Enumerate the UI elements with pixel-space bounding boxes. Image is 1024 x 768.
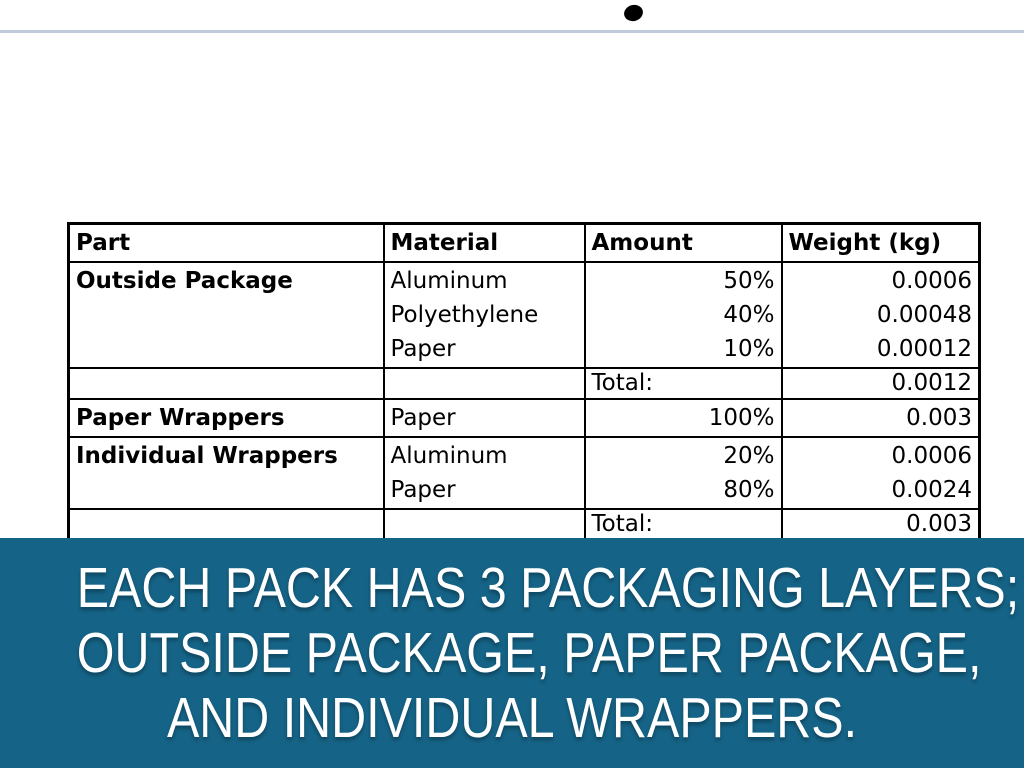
top-divider <box>0 30 1024 33</box>
part-cell: Outside Package <box>67 261 385 369</box>
weight-line: 0.00048 <box>876 302 972 328</box>
table-row-paper-wrappers: Paper Wrappers Paper 100% 0.003 <box>67 398 981 438</box>
weight-line: 0.00012 <box>876 336 972 362</box>
weight-cell: 0.0006 0.0024 <box>780 436 981 510</box>
weight-line: 0.0006 <box>891 443 972 469</box>
material-line: Paper <box>390 477 456 503</box>
amount-cell: 50% 40% 10% <box>583 261 783 369</box>
part-cell: Paper Wrappers <box>67 398 385 438</box>
packaging-table: Part Material Amount Weight (kg) Outside… <box>67 222 981 542</box>
weight-cell: 0.003 <box>780 398 981 438</box>
total-value-cell: 0.003 <box>780 508 981 542</box>
amount-cell: 20% 80% <box>583 436 783 510</box>
total-value-cell: 0.0012 <box>780 367 981 400</box>
material-cell: Paper <box>382 398 586 438</box>
part-cell: Individual Wrappers <box>67 436 385 510</box>
weight-line: 0.0024 <box>891 477 972 503</box>
weight-cell: 0.0006 0.00048 0.00012 <box>780 261 981 369</box>
column-header-part: Part <box>67 222 385 263</box>
caption-line-1: EACH PACK HAS 3 PACKAGING LAYERS; <box>76 556 1020 620</box>
table-row-individual-wrappers: Individual Wrappers Aluminum Paper 20% 8… <box>67 436 981 510</box>
amount-line: 20% <box>723 443 775 469</box>
table-row-outside-package: Outside Package Aluminum Polyethylene Pa… <box>67 261 981 369</box>
column-header-material: Material <box>382 222 586 263</box>
material-line: Polyethylene <box>390 302 539 328</box>
empty-cell <box>382 367 586 400</box>
table-row-total-outside-package: Total: 0.0012 <box>67 367 981 400</box>
amount-line: 50% <box>723 268 775 294</box>
amount-line: 10% <box>723 336 775 362</box>
total-label-cell: Total: <box>583 508 783 542</box>
material-cell: Aluminum Polyethylene Paper <box>382 261 586 369</box>
amount-line: 40% <box>723 302 775 328</box>
material-line: Paper <box>390 336 456 362</box>
material-line: Aluminum <box>390 268 508 294</box>
empty-cell <box>67 367 385 400</box>
amount-cell: 100% <box>583 398 783 438</box>
material-cell: Aluminum Paper <box>382 436 586 510</box>
slide-nav-dot[interactable] <box>622 2 645 24</box>
amount-line: 80% <box>723 477 775 503</box>
empty-cell <box>67 508 385 542</box>
weight-line: 0.0006 <box>891 268 972 294</box>
caption-banner: EACH PACK HAS 3 PACKAGING LAYERS; OUTSID… <box>0 538 1024 768</box>
table-header-row: Part Material Amount Weight (kg) <box>67 222 981 263</box>
empty-cell <box>382 508 586 542</box>
column-header-weight: Weight (kg) <box>780 222 981 263</box>
material-line: Aluminum <box>390 443 508 469</box>
table-row-total-individual-wrappers: Total: 0.003 <box>67 508 981 542</box>
caption-line-3: AND INDIVIDUAL WRAPPERS. <box>166 686 858 750</box>
column-header-amount: Amount <box>583 222 783 263</box>
total-label-cell: Total: <box>583 367 783 400</box>
caption-line-2: OUTSIDE PACKAGE, PAPER PACKAGE, <box>76 621 982 685</box>
